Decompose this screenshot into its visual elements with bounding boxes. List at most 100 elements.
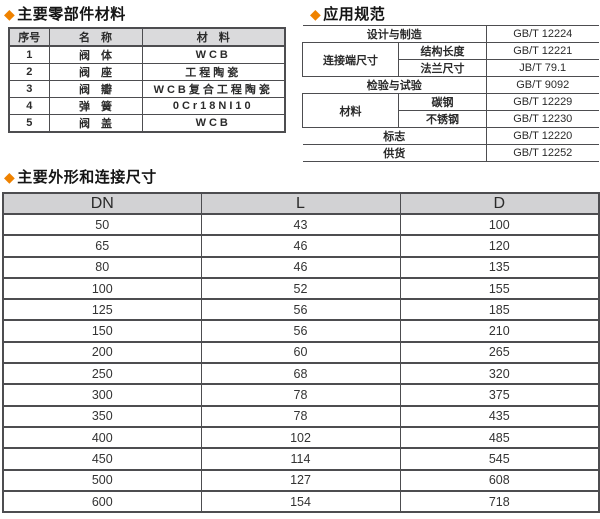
spec-sublabel: 不锈钢 bbox=[398, 110, 487, 128]
application-spec-table: 设计与制造 GB/T 12224 连接端尺寸 结构长度 GB/T 12221 法… bbox=[302, 25, 599, 162]
dims-row: 200 60 265 bbox=[2, 340, 600, 365]
spec-group-label: 连接端尺寸 bbox=[302, 42, 399, 77]
spec-standard: GB/T 9092 bbox=[486, 76, 599, 94]
spec-standard: GB/T 12230 bbox=[486, 110, 599, 128]
diamond-bullet-icon: ◆ bbox=[4, 169, 16, 185]
dimensions-table: DN L D 50 43 100 65 46 120 80 46 135 100… bbox=[2, 192, 600, 514]
dims-row: 600 154 718 bbox=[2, 489, 600, 514]
spec-standard: GB/T 12221 bbox=[486, 42, 599, 60]
dn-value: 50 bbox=[2, 212, 202, 237]
l-value: 46 bbox=[200, 255, 401, 279]
d-value: 135 bbox=[399, 255, 600, 279]
part-name: 阀 座 bbox=[48, 63, 143, 81]
part-material: 0Cr18NI10 bbox=[141, 97, 286, 115]
l-value: 43 bbox=[200, 212, 401, 237]
d-value: 608 bbox=[399, 468, 600, 492]
l-value: 78 bbox=[200, 404, 401, 428]
d-value: 100 bbox=[399, 212, 600, 237]
spec-standard: GB/T 12224 bbox=[486, 25, 599, 43]
dn-value: 80 bbox=[2, 255, 202, 279]
part-name: 阀 瓣 bbox=[48, 80, 143, 98]
dn-value: 150 bbox=[2, 319, 202, 343]
dims-row: 350 78 435 bbox=[2, 404, 600, 428]
l-value: 68 bbox=[200, 362, 401, 386]
l-value: 154 bbox=[200, 489, 401, 514]
dims-row: 65 46 120 bbox=[2, 234, 600, 258]
part-no: 3 bbox=[8, 80, 50, 98]
dn-value: 400 bbox=[2, 425, 202, 450]
parts-material-table: 序号 名 称 材 料 1 阀 体 WCB 2 阀 座 工程陶瓷 3 阀 瓣 WC… bbox=[8, 27, 286, 133]
parts-title-text: 主要零部件材料 bbox=[17, 6, 126, 23]
spec-label: 供货 bbox=[302, 144, 487, 162]
dn-value: 100 bbox=[2, 276, 202, 301]
specs-title-text: 应用规范 bbox=[323, 6, 386, 23]
d-value: 545 bbox=[399, 447, 600, 471]
spec-standard: JB/T 79.1 bbox=[486, 59, 599, 77]
dn-value: 125 bbox=[2, 298, 202, 322]
dn-value: 65 bbox=[2, 234, 202, 258]
dn-value: 350 bbox=[2, 404, 202, 428]
dims-header-d: D bbox=[399, 192, 600, 215]
spec-group-label: 材料 bbox=[302, 93, 399, 128]
spec-standard: GB/T 12229 bbox=[486, 93, 599, 111]
d-value: 718 bbox=[399, 489, 600, 514]
parts-header-material: 材 料 bbox=[141, 27, 286, 47]
dims-row: 125 56 185 bbox=[2, 298, 600, 322]
part-name: 阀 盖 bbox=[48, 114, 143, 133]
part-no: 5 bbox=[8, 114, 50, 133]
dims-row: 100 52 155 bbox=[2, 276, 600, 301]
l-value: 78 bbox=[200, 383, 401, 407]
spec-row: 设计与制造 GB/T 12224 bbox=[302, 25, 599, 43]
dims-row: 50 43 100 bbox=[2, 212, 600, 237]
parts-row: 5 阀 盖 WCB bbox=[8, 114, 286, 133]
dims-row: 80 46 135 bbox=[2, 255, 600, 279]
dn-value: 500 bbox=[2, 468, 202, 492]
parts-row: 2 阀 座 工程陶瓷 bbox=[8, 63, 286, 81]
part-name: 阀 体 bbox=[48, 45, 143, 64]
parts-header-row: 序号 名 称 材 料 bbox=[8, 27, 286, 47]
parts-header-no: 序号 bbox=[8, 27, 50, 47]
spec-sublabel: 结构长度 bbox=[398, 42, 487, 60]
l-value: 56 bbox=[200, 298, 401, 322]
dimensions-section-title: ◆ 主要外形和连接尺寸 bbox=[4, 166, 157, 187]
part-no: 4 bbox=[8, 97, 50, 115]
spec-row: 法兰尺寸 JB/T 79.1 bbox=[303, 59, 599, 77]
dimensions-title-text: 主要外形和连接尺寸 bbox=[17, 169, 157, 186]
diamond-bullet-icon: ◆ bbox=[4, 6, 16, 22]
dims-row: 400 102 485 bbox=[2, 425, 600, 450]
dn-value: 600 bbox=[2, 489, 202, 514]
part-material: WCB复合工程陶瓷 bbox=[141, 80, 286, 98]
d-value: 155 bbox=[399, 276, 600, 301]
l-value: 102 bbox=[200, 425, 401, 450]
spec-label: 设计与制造 bbox=[302, 25, 487, 43]
dims-row: 450 114 545 bbox=[2, 447, 600, 471]
dims-row: 300 78 375 bbox=[2, 383, 600, 407]
spec-row: 连接端尺寸 结构长度 GB/T 12221 bbox=[302, 42, 599, 77]
dims-header-row: DN L D bbox=[2, 192, 600, 215]
spec-row: 检验与试验 GB/T 9092 bbox=[302, 76, 599, 94]
parts-row: 1 阀 体 WCB bbox=[8, 45, 286, 64]
spec-row: 供货 GB/T 12252 bbox=[302, 144, 599, 162]
d-value: 435 bbox=[399, 404, 600, 428]
part-no: 2 bbox=[8, 63, 50, 81]
d-value: 185 bbox=[399, 298, 600, 322]
l-value: 114 bbox=[200, 447, 401, 471]
d-value: 375 bbox=[399, 383, 600, 407]
spec-label: 检验与试验 bbox=[302, 76, 487, 94]
spec-sublabel: 法兰尺寸 bbox=[398, 59, 487, 77]
dims-header-l: L bbox=[200, 192, 401, 215]
specs-section-title: ◆ 应用规范 bbox=[310, 3, 385, 24]
dn-value: 200 bbox=[2, 340, 202, 365]
l-value: 127 bbox=[200, 468, 401, 492]
dims-row: 150 56 210 bbox=[2, 319, 600, 343]
d-value: 265 bbox=[399, 340, 600, 365]
part-no: 1 bbox=[8, 45, 50, 64]
d-value: 485 bbox=[399, 425, 600, 450]
l-value: 60 bbox=[200, 340, 401, 365]
spec-row: 不锈钢 GB/T 12230 bbox=[303, 110, 599, 128]
l-value: 56 bbox=[200, 319, 401, 343]
l-value: 52 bbox=[200, 276, 401, 301]
dn-value: 250 bbox=[2, 362, 202, 386]
dn-value: 300 bbox=[2, 383, 202, 407]
